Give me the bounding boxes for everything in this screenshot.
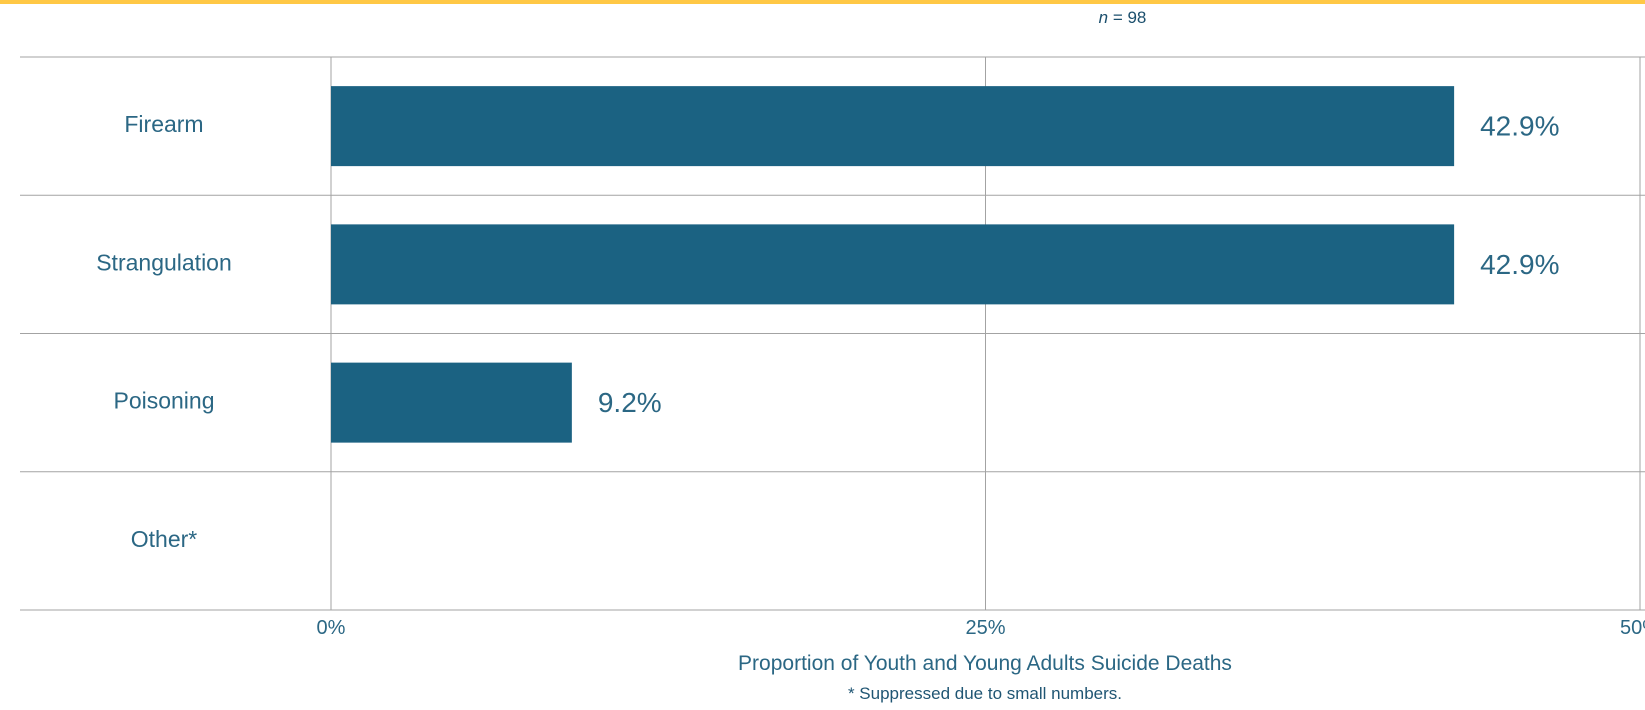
data-label: 9.2%	[598, 387, 662, 418]
category-label: Strangulation	[96, 249, 232, 275]
footnote: * Suppressed due to small numbers.	[848, 684, 1122, 703]
bar	[331, 362, 572, 443]
bar	[331, 86, 1455, 167]
sample-size-value: = 98	[1112, 8, 1147, 27]
x-tick-label: 0%	[317, 617, 346, 639]
category-label: Firearm	[124, 111, 203, 137]
bar	[331, 224, 1455, 305]
x-tick-label: 50%	[1620, 617, 1645, 639]
top-accent-border	[0, 0, 1645, 4]
category-label: Other*	[131, 526, 198, 552]
data-label: 42.9%	[1480, 249, 1559, 280]
x-tick-label: 25%	[965, 617, 1005, 639]
sample-size-label: n = 98	[1000, 8, 1245, 28]
sample-size-symbol: n	[1098, 8, 1109, 27]
data-label: 42.9%	[1480, 111, 1559, 142]
category-label: Poisoning	[113, 388, 214, 414]
x-axis-title: Proportion of Youth and Young Adults Sui…	[738, 652, 1232, 675]
